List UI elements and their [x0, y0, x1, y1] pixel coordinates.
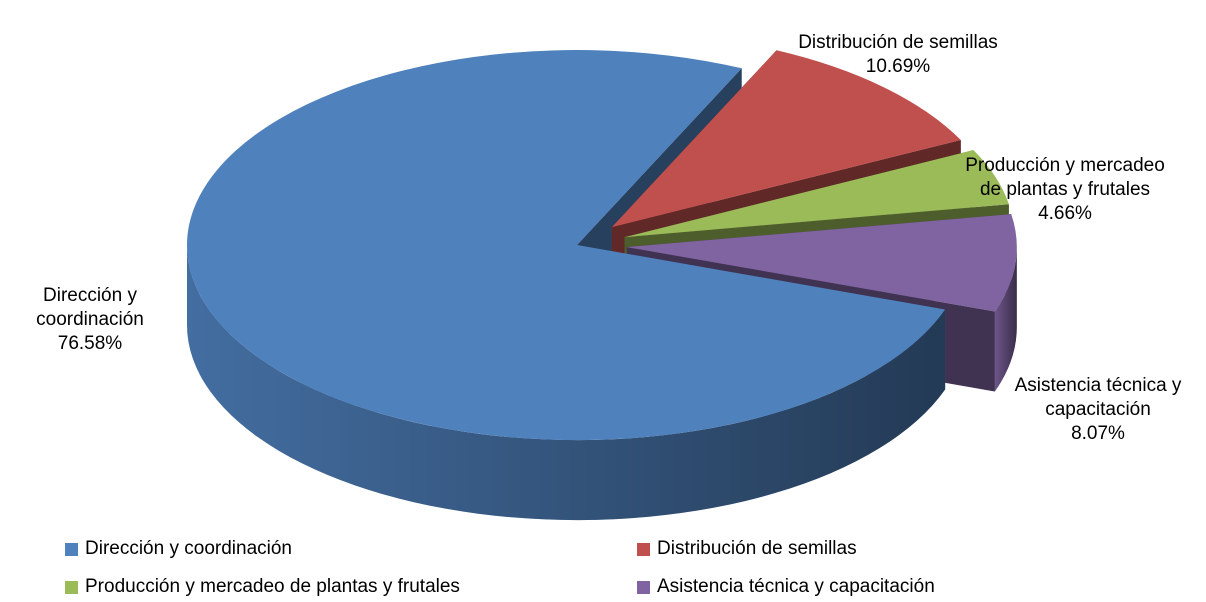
- legend-label: Asistencia técnica y capacitación: [657, 576, 935, 597]
- data-label-category: Distribución de semillas: [798, 32, 998, 53]
- slice: [611, 50, 961, 228]
- legend-label: Dirección y coordinación: [85, 538, 292, 559]
- legend-swatch: [65, 580, 78, 594]
- data-label: Producción y mercadeo de plantas y fruta…: [965, 154, 1165, 226]
- legend-item: Distribución de semillas: [637, 538, 857, 560]
- data-label-value: 8.07%: [1071, 423, 1125, 444]
- legend-label: Producción y mercadeo de plantas y fruta…: [85, 576, 460, 597]
- slice-shade: [994, 247, 1017, 392]
- legend-label: Distribución de semillas: [657, 538, 857, 559]
- legend-swatch: [637, 580, 650, 594]
- data-label-value: 76.58%: [57, 333, 123, 354]
- legend-swatch: [637, 542, 650, 556]
- slice: [624, 150, 1009, 238]
- data-label: Distribución de semillas 10.69%: [798, 31, 998, 79]
- slice: [626, 214, 1017, 312]
- data-label-category: Dirección y coordinación: [36, 285, 144, 330]
- data-label-category: Producción y mercadeo de plantas y fruta…: [965, 155, 1165, 200]
- data-label: Asistencia técnica y capacitación 8.07%: [988, 374, 1206, 446]
- data-label-value: 10.69%: [865, 56, 931, 77]
- legend-item: Producción y mercadeo de plantas y fruta…: [65, 576, 460, 598]
- slice-shade: [186, 245, 946, 521]
- legend-swatch: [65, 542, 78, 556]
- legend-item: Asistencia técnica y capacitación: [637, 576, 935, 598]
- data-label: Dirección y coordinación 76.58%: [5, 284, 175, 356]
- slice: [187, 50, 946, 441]
- data-label-value: 4.66%: [1038, 203, 1092, 224]
- data-label-category: Asistencia técnica y capacitación: [1014, 375, 1182, 420]
- legend-item: Dirección y coordinación: [65, 538, 292, 560]
